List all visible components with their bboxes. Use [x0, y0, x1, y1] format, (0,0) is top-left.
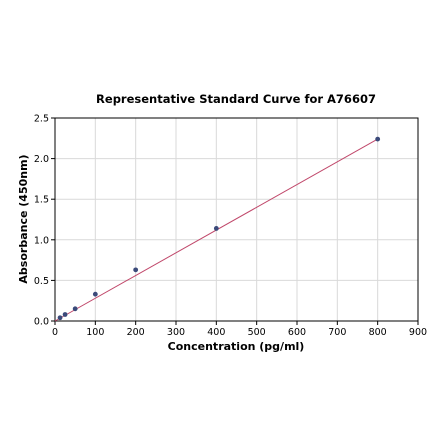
x-tick-label: 100: [86, 327, 104, 338]
y-tick-label: 1.0: [34, 235, 49, 246]
x-tick-label: 500: [248, 327, 266, 338]
x-tick-label: 800: [369, 327, 387, 338]
y-axis: 0.0 0.5 1.0 1.5 2.0 2.5: [34, 114, 55, 328]
x-tick-label: 200: [127, 327, 145, 338]
data-point: [375, 136, 381, 142]
x-tick-label: 0: [52, 327, 58, 338]
plot-area: [54, 117, 419, 322]
y-tick-label: 1.5: [34, 195, 49, 206]
x-tick-label: 900: [409, 327, 427, 338]
data-point: [62, 312, 68, 317]
data-point: [72, 306, 78, 312]
y-tick-label: 0.5: [34, 276, 49, 287]
data-point: [133, 267, 139, 273]
y-axis-title: Absorbance (450nm): [17, 154, 30, 283]
x-tick-label: 400: [207, 327, 225, 338]
x-tick-label: 700: [328, 327, 346, 338]
y-tick-label: 2.0: [34, 154, 49, 165]
data-point: [57, 315, 63, 321]
y-tick-label: 0.0: [34, 317, 49, 328]
x-axis-title: Concentration (pg/ml): [168, 340, 305, 353]
x-axis: 0 100 200 300 400 500 600 700 800 900: [52, 321, 427, 338]
y-tick-label: 2.5: [34, 114, 49, 125]
chart-title: Representative Standard Curve for A76607: [96, 92, 376, 106]
data-point: [213, 226, 219, 231]
data-point: [92, 291, 98, 297]
x-tick-label: 300: [167, 327, 185, 338]
data-points: [57, 136, 381, 321]
x-tick-label: 600: [288, 327, 306, 338]
